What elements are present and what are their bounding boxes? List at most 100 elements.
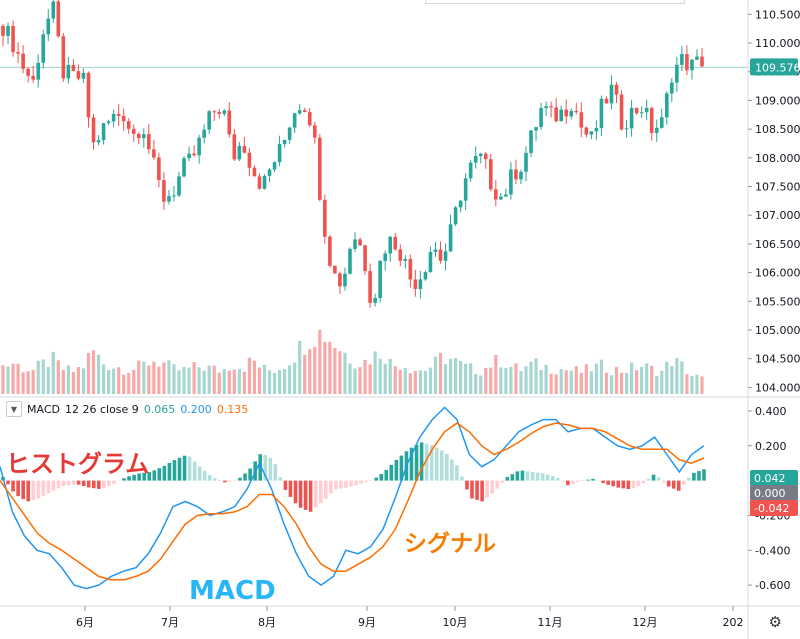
candle-body bbox=[398, 249, 403, 261]
volume-bar bbox=[298, 340, 302, 394]
last-price-badge bbox=[750, 58, 798, 76]
candle-body bbox=[101, 123, 106, 141]
volume-bar bbox=[217, 372, 221, 394]
candle-body bbox=[333, 265, 337, 274]
macd-value-badge-label: 0.000 bbox=[754, 487, 786, 500]
candle-body bbox=[212, 111, 217, 113]
volume-bar bbox=[690, 375, 694, 394]
candle-body bbox=[182, 158, 186, 177]
legend-value-signal: 0.135 bbox=[216, 402, 249, 416]
price-pane[interactable] bbox=[0, 0, 748, 394]
macd-tick-label: 0.200 bbox=[755, 440, 787, 453]
volume-bar bbox=[288, 365, 292, 394]
candle-body bbox=[111, 113, 116, 122]
volume-bar bbox=[589, 371, 593, 394]
candle-body bbox=[343, 273, 347, 287]
candle-body bbox=[353, 239, 357, 249]
candle-body bbox=[167, 196, 171, 202]
macd-pane[interactable] bbox=[0, 406, 706, 590]
price-tick-label: 105.500 bbox=[755, 295, 800, 308]
volume-bar bbox=[152, 361, 156, 394]
volume-bar bbox=[227, 370, 231, 394]
candle-body bbox=[232, 134, 237, 160]
histogram-bar bbox=[228, 480, 232, 482]
candle-body bbox=[509, 169, 513, 195]
volume-bar bbox=[489, 367, 493, 394]
histogram-bar bbox=[213, 478, 217, 481]
candle-body bbox=[96, 140, 101, 143]
price-tick-label: 110.000 bbox=[755, 37, 800, 50]
macd-legend[interactable]: ▼ MACD 12 26 close 9 0.065 0.200 0.135 bbox=[6, 401, 248, 417]
histogram-bar bbox=[344, 480, 348, 488]
time-tick-label: 6月 bbox=[76, 616, 94, 629]
candle-body bbox=[227, 110, 232, 135]
candle-body bbox=[514, 169, 518, 180]
candle-body bbox=[207, 111, 211, 130]
volume-bar bbox=[212, 365, 216, 394]
histogram-bar bbox=[606, 480, 610, 485]
candle-body bbox=[478, 153, 483, 156]
volume-bar bbox=[353, 368, 357, 394]
candle-body bbox=[187, 153, 191, 159]
histogram-bar bbox=[676, 480, 681, 491]
candle-body bbox=[554, 107, 558, 122]
histogram-bar bbox=[666, 480, 671, 487]
histogram-bar bbox=[142, 472, 147, 481]
candle-body bbox=[287, 127, 292, 140]
candle-body bbox=[700, 56, 704, 67]
histogram-bar bbox=[384, 469, 389, 481]
price-tick-label: 104.000 bbox=[755, 381, 800, 394]
candle-body bbox=[680, 54, 684, 65]
histogram-bar bbox=[288, 480, 293, 497]
candle-body bbox=[172, 195, 176, 197]
histogram-bar bbox=[545, 474, 550, 481]
candle-body bbox=[589, 131, 594, 135]
settings-gear-icon[interactable]: ⚙ bbox=[768, 614, 782, 631]
histogram-bar bbox=[631, 480, 636, 488]
volume-bar bbox=[303, 354, 307, 394]
candle-body bbox=[659, 117, 664, 128]
histogram-bar bbox=[465, 480, 469, 490]
volume-bar bbox=[21, 372, 25, 394]
volume-bar bbox=[459, 360, 463, 394]
candle-body bbox=[6, 26, 10, 36]
candle-body bbox=[433, 249, 438, 252]
histogram-bar bbox=[298, 480, 303, 508]
time-tick-label: 10月 bbox=[443, 616, 468, 629]
candle-body bbox=[106, 121, 111, 124]
histogram-bar bbox=[91, 480, 96, 489]
candle-body bbox=[262, 175, 267, 189]
candle-body bbox=[302, 110, 307, 113]
volume-bar bbox=[599, 359, 604, 394]
histogram-bar bbox=[31, 480, 36, 500]
volume-bar bbox=[11, 363, 15, 394]
candle-body bbox=[619, 94, 624, 130]
histogram-bar bbox=[651, 474, 656, 481]
volume-bar bbox=[272, 372, 277, 394]
volume-bar bbox=[147, 365, 151, 394]
histogram-bar bbox=[71, 480, 76, 485]
volume-bar bbox=[529, 361, 533, 394]
volume-bar bbox=[101, 364, 106, 394]
time-tick-label: 202 bbox=[723, 616, 744, 629]
histogram-bar bbox=[596, 480, 600, 482]
histogram-bar bbox=[162, 465, 167, 481]
volume-bar bbox=[655, 376, 659, 394]
volume-bar bbox=[574, 366, 578, 394]
histogram-bar bbox=[223, 480, 227, 483]
histogram-bar bbox=[480, 480, 484, 502]
volume-bar bbox=[137, 360, 141, 394]
candle-body bbox=[569, 110, 574, 117]
histogram-bar bbox=[318, 480, 323, 504]
candle-body bbox=[237, 146, 242, 160]
histogram-bar bbox=[86, 480, 91, 488]
volume-bar bbox=[453, 358, 458, 394]
volume-bar bbox=[629, 362, 634, 394]
volume-bar bbox=[609, 375, 614, 394]
histogram-bar bbox=[429, 445, 434, 481]
volume-bar bbox=[670, 366, 674, 394]
collapse-chevron-icon[interactable]: ▼ bbox=[6, 401, 22, 417]
candle-body bbox=[614, 84, 619, 95]
